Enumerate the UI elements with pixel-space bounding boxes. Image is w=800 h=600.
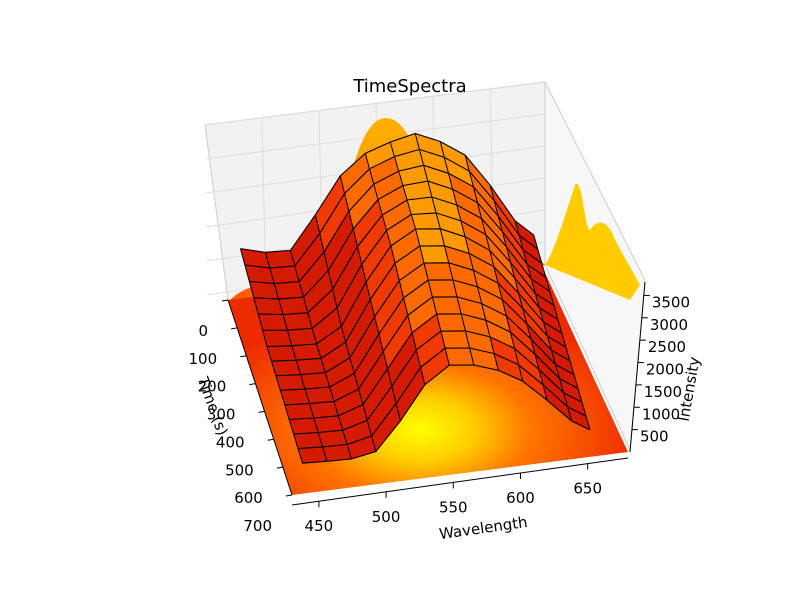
surface-patch	[427, 279, 458, 298]
intensity-tick-label: 1500	[644, 383, 682, 401]
wavelength-tick-label: 450	[305, 517, 334, 535]
surface-patch	[275, 374, 306, 391]
surface-patch	[309, 401, 339, 419]
surface-patch	[436, 313, 466, 332]
chart-title: TimeSpectra	[352, 76, 466, 97]
intensity-axis-ticks: 500 1000 1500 2000 2500 3000 3500	[631, 293, 690, 446]
surface-patch	[284, 403, 315, 420]
time-tick-mark	[249, 383, 256, 386]
wireframe-line	[364, 153, 426, 385]
wavelength-axis-title: Wavelength	[438, 513, 529, 543]
wireframe-line	[414, 133, 475, 366]
intensity-tick-label: 2000	[646, 361, 684, 379]
wireframe-line	[314, 214, 377, 452]
surface-patch	[423, 262, 454, 281]
surface-patch	[265, 250, 296, 269]
surface-patch	[432, 296, 462, 315]
wireframe-line	[389, 141, 450, 366]
surface-patch	[293, 432, 323, 449]
wavelength-tick-label: 550	[439, 498, 468, 516]
wireframe-line	[264, 252, 328, 462]
surface-patch	[440, 330, 470, 349]
wireframe-line	[533, 234, 591, 431]
time-tick-label: 400	[216, 433, 245, 451]
time-tick-label: 200	[198, 378, 227, 396]
surface-patch	[282, 312, 313, 331]
time-tick-mark	[240, 355, 247, 358]
surface-patch	[297, 446, 328, 464]
wireframe-line	[439, 141, 499, 371]
surface-patch	[295, 357, 326, 375]
intensity-axis-line	[629, 281, 646, 453]
projection-side-peak	[545, 183, 640, 300]
surface-patch	[291, 343, 322, 361]
time-tick-mark	[258, 410, 265, 413]
time-axis-ticks: 0 100 200 300 400 500 600 700	[189, 299, 293, 535]
time-tick-mark	[285, 494, 293, 497]
surface-patch	[415, 228, 445, 247]
wireframe-line	[289, 250, 352, 460]
intensity-tick-label: 1000	[642, 405, 680, 423]
wireframe	[240, 132, 591, 464]
intensity-tick-label: 3000	[650, 316, 688, 334]
time-tick-label: 0	[198, 322, 208, 340]
wavelength-tick-label: 500	[372, 508, 401, 526]
surface-patch	[444, 347, 475, 366]
surface-patch	[288, 417, 319, 435]
wireframe-line	[339, 175, 401, 422]
surface-patch	[279, 388, 310, 406]
wavelength-tick-label: 600	[506, 489, 535, 507]
surface-patch	[278, 296, 309, 315]
surface-patch	[271, 359, 301, 377]
surface-patch	[419, 245, 449, 264]
time-tick-mark	[267, 438, 274, 441]
wavelength-axis-line	[291, 457, 629, 506]
surface-patch	[262, 329, 293, 347]
wireframe-line	[489, 185, 548, 401]
surface-patch	[313, 415, 344, 433]
time-tick-label: 100	[189, 350, 218, 368]
time-tick-label: 300	[207, 406, 236, 424]
wireframe-line	[240, 248, 303, 464]
wall-grid-line	[204, 81, 546, 126]
time-tick-mark	[231, 327, 238, 330]
time-tick-label: 500	[225, 461, 254, 479]
wavelength-axis-ticks: 450 500 550 600 650	[305, 463, 602, 535]
intensity-tick-label: 3500	[652, 293, 690, 311]
surface-patch	[304, 386, 335, 404]
wavelength-tick-label: 650	[573, 480, 602, 498]
intensity-tick-label: 500	[640, 428, 669, 446]
time-tick-mark	[276, 466, 283, 469]
surface-patch	[411, 212, 441, 230]
surface-patch	[269, 265, 300, 284]
time-axis-line	[227, 299, 293, 496]
surface-patch	[266, 345, 297, 362]
surface-patch	[300, 372, 330, 390]
time-tick-mark	[221, 299, 229, 302]
surface-patch	[273, 281, 304, 300]
intensity-tick-label: 2500	[648, 338, 686, 356]
wireframe-line	[464, 154, 524, 382]
surface-patch	[287, 328, 317, 347]
time-tick-label: 700	[243, 517, 272, 535]
wireframe-line	[514, 220, 573, 422]
time-tick-label: 600	[234, 489, 263, 507]
